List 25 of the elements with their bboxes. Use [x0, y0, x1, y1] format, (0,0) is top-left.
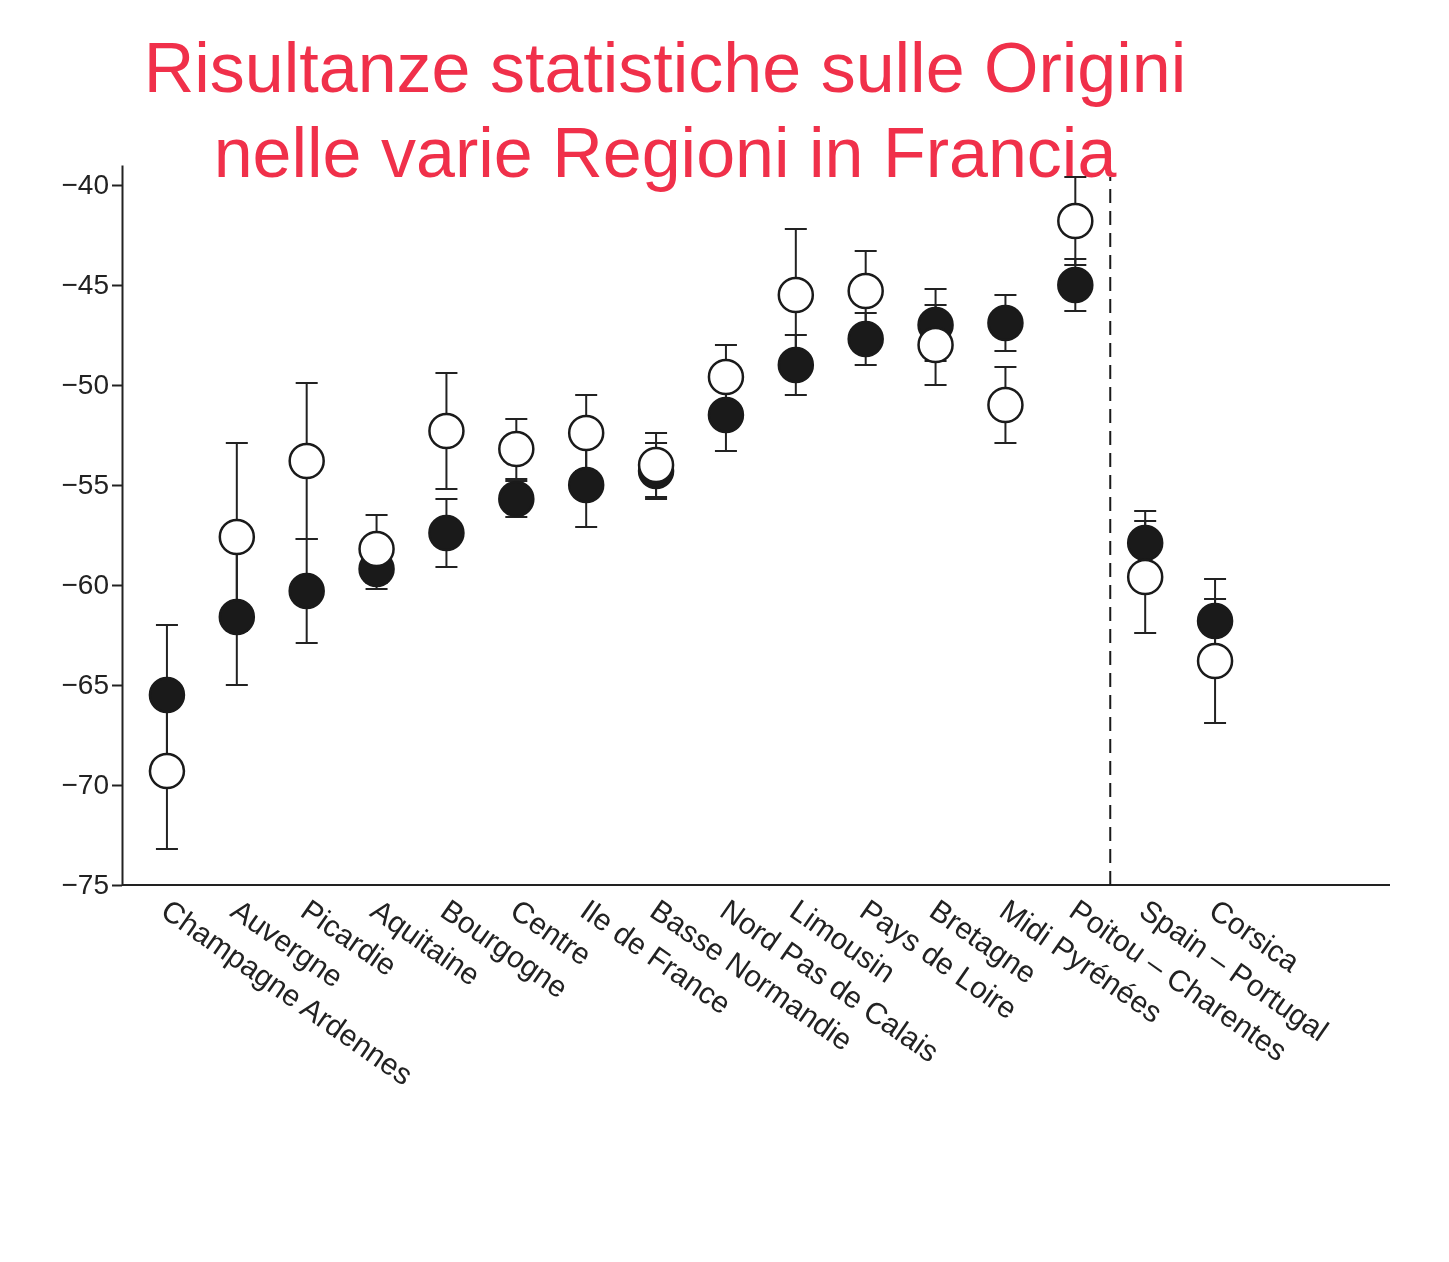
- point: [428, 514, 465, 552]
- point: [498, 480, 535, 518]
- point: [637, 446, 675, 484]
- point: [1057, 266, 1094, 304]
- point: [987, 304, 1024, 342]
- point: [358, 530, 395, 568]
- y-tick-label: −45: [61, 269, 109, 301]
- point: [218, 598, 256, 636]
- chart-title: Risultanze statistiche sulle Origini nelle varie Regioni in Francia: [143, 29, 1187, 192]
- y-tick-label: −40: [61, 169, 109, 201]
- y-tick-label: −75: [61, 869, 109, 901]
- point: [777, 346, 815, 384]
- y-tick-label: −60: [61, 569, 109, 601]
- y-tick-label: −55: [61, 469, 109, 501]
- point: [917, 326, 954, 364]
- point: [1126, 524, 1164, 562]
- y-tick-label: −65: [61, 669, 109, 701]
- y-tick-label: −50: [61, 369, 109, 401]
- point: [288, 572, 325, 610]
- point: [847, 320, 884, 358]
- point: [567, 466, 605, 504]
- point: [148, 676, 186, 714]
- y-tick-label: −70: [61, 769, 109, 801]
- point: [1196, 602, 1234, 640]
- point: [707, 396, 745, 434]
